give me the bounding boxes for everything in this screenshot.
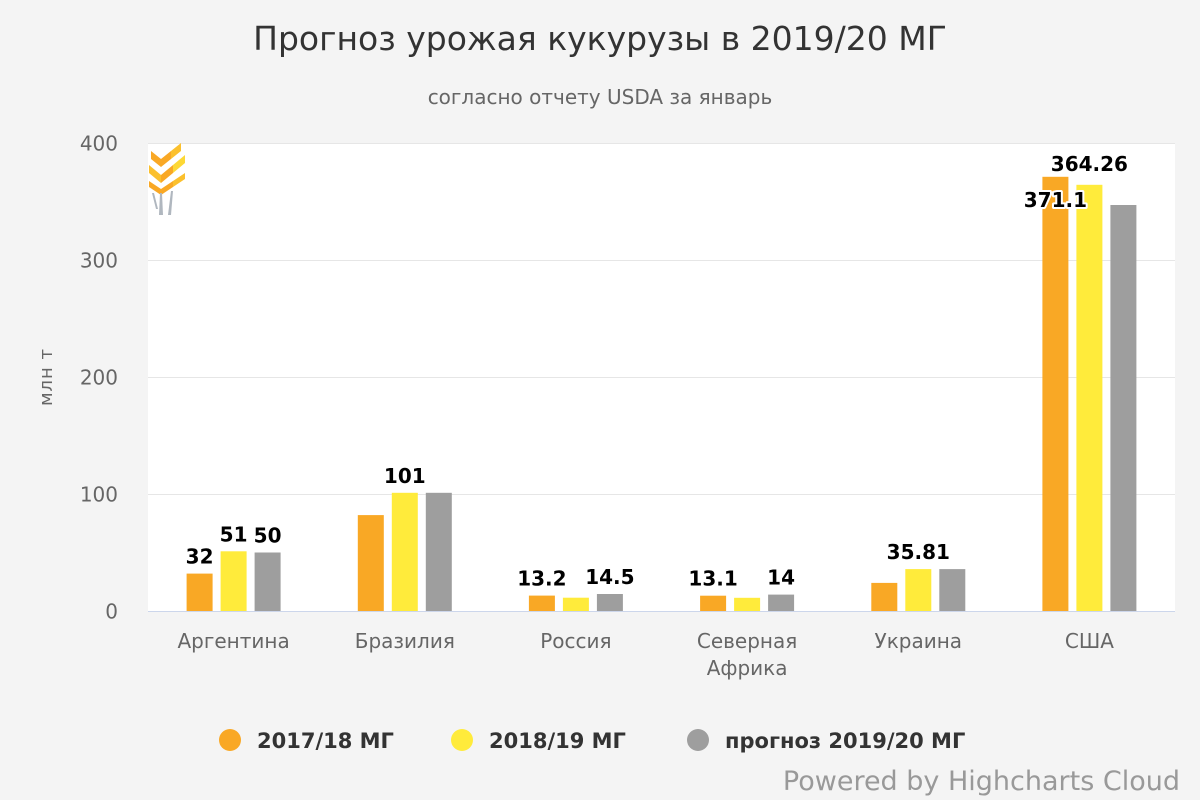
data-label: 50 [254, 524, 282, 548]
x-tick-label: Украина [875, 629, 963, 653]
y-axis-title: млн т [36, 348, 57, 406]
legend-item[interactable]: 2018/19 МГ [451, 729, 626, 753]
y-tick-label: 0 [105, 600, 118, 624]
y-tick-label: 400 [80, 132, 118, 156]
x-tick-label: Аргентина [177, 629, 289, 653]
legend-marker [219, 729, 241, 751]
legend-marker [687, 729, 709, 751]
bar[interactable] [220, 551, 247, 611]
data-label: 13.1 [688, 567, 737, 591]
x-tick-label: Северная [697, 629, 797, 653]
y-tick-label: 300 [80, 249, 118, 273]
bar[interactable] [700, 595, 727, 611]
data-label: 51 [220, 522, 248, 546]
legend-item[interactable]: прогноз 2019/20 МГ [687, 729, 965, 753]
y-tick-label: 100 [80, 483, 118, 507]
y-axis-ticks: 0 100 200 300 400 [80, 132, 118, 624]
credits-link[interactable]: Powered by Highcharts Cloud [783, 766, 1180, 797]
legend-label: 2018/19 МГ [489, 729, 626, 753]
data-label: 32 [186, 545, 214, 569]
legend-label: прогноз 2019/20 МГ [725, 729, 965, 753]
chart-subtitle: согласно отчету USDA за январь [428, 85, 773, 109]
data-label: 101 [384, 464, 426, 488]
bar[interactable] [905, 569, 932, 611]
bar[interactable] [596, 594, 623, 611]
bar[interactable] [186, 573, 213, 611]
wheat-logo-icon [149, 143, 185, 215]
bar[interactable] [939, 569, 966, 611]
bar[interactable] [1110, 205, 1137, 611]
x-tick-label: Бразилия [355, 629, 455, 653]
x-tick-label: Россия [540, 629, 611, 653]
legend-marker [451, 729, 473, 751]
bar[interactable] [425, 492, 452, 611]
data-label: 14.5 [585, 565, 634, 589]
bar[interactable] [357, 515, 384, 611]
legend-label: 2017/18 МГ [257, 729, 394, 753]
bar[interactable] [562, 597, 589, 611]
legend: 2017/18 МГ 2018/19 МГ прогноз 2019/20 МГ [219, 729, 965, 753]
bar[interactable] [1042, 176, 1069, 612]
x-axis-ticks: Аргентина Бразилия Россия Северная Африка Укр… [177, 629, 1114, 680]
bar[interactable] [528, 595, 555, 611]
bar[interactable] [391, 492, 418, 611]
x-tick-label: Африка [707, 656, 788, 680]
bar[interactable] [254, 552, 281, 612]
chart-title: Прогноз урожая кукурузы в 2019/20 МГ [253, 19, 947, 58]
bars-group [186, 176, 1137, 612]
data-label: 35.81 [887, 540, 950, 564]
legend-item[interactable]: 2017/18 МГ [219, 729, 394, 753]
bar[interactable] [871, 582, 898, 611]
grid-group [148, 143, 1175, 495]
bar[interactable] [1076, 184, 1103, 612]
data-label: 14 [767, 566, 795, 590]
x-tick-label: США [1065, 629, 1114, 653]
bar[interactable] [768, 594, 795, 611]
data-label: 371.1 [1024, 188, 1087, 212]
data-label: 364.26 [1051, 152, 1128, 176]
y-tick-label: 200 [80, 366, 118, 390]
data-label: 13.2 [517, 567, 566, 591]
bar[interactable] [734, 597, 761, 611]
